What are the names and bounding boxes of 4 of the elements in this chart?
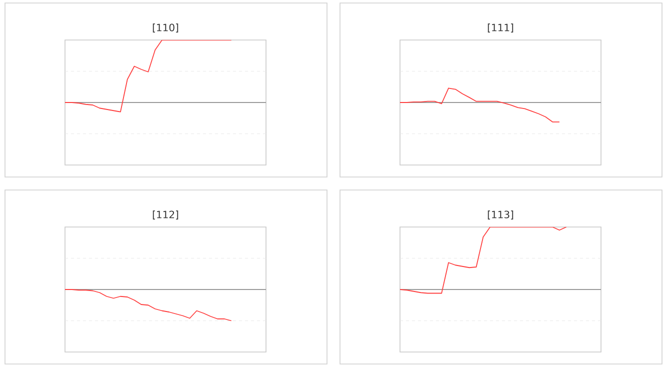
chart-title: [112] bbox=[152, 210, 178, 220]
chart-title: [111] bbox=[488, 24, 514, 32]
chart-title: [110] bbox=[152, 24, 178, 32]
chart-title: [113] bbox=[488, 210, 514, 220]
